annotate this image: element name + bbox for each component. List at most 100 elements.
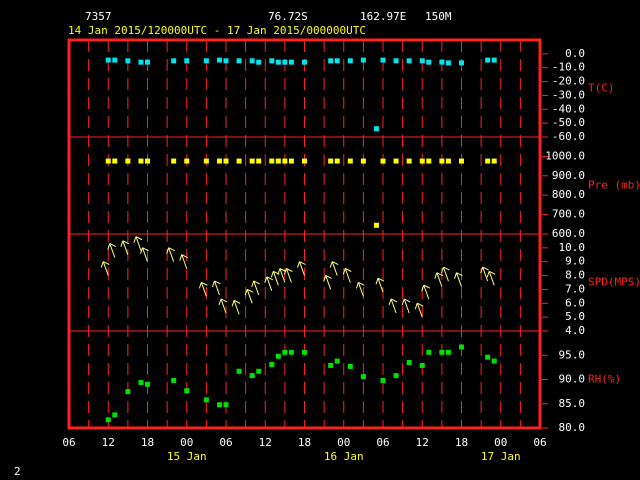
point xyxy=(406,158,412,164)
y-tick-label: 0.0 xyxy=(565,47,585,60)
x-tick-label: 18 xyxy=(298,436,311,449)
x-tick-label: 00 xyxy=(494,436,507,449)
point xyxy=(125,389,131,395)
point xyxy=(426,158,432,164)
period: 14 Jan 2015/120000UTC - 17 Jan 2015/0000… xyxy=(68,24,366,37)
y-tick-label: -50.0 xyxy=(552,116,585,129)
elevation: 150M xyxy=(425,10,452,23)
wind-arrow xyxy=(480,266,489,282)
point xyxy=(288,59,294,65)
wind-arrow xyxy=(375,277,385,293)
point xyxy=(445,158,451,164)
y-tick-label: 9.0 xyxy=(565,255,585,268)
x-tick-label: 12 xyxy=(259,436,272,449)
wind-arrow xyxy=(133,236,143,251)
wind-arrow xyxy=(355,281,365,297)
point xyxy=(138,158,144,164)
y-tick-label: 900.0 xyxy=(552,169,585,182)
point xyxy=(105,158,111,164)
date-label: 15 Jan xyxy=(167,450,207,463)
wind-arrow xyxy=(179,254,188,269)
point xyxy=(334,158,340,164)
point xyxy=(223,402,229,408)
point xyxy=(459,60,464,66)
wind-arrow xyxy=(329,261,339,276)
y-tick-label: 600.0 xyxy=(552,227,585,240)
y-tick-label: 7.0 xyxy=(565,282,585,295)
point xyxy=(145,158,150,164)
point xyxy=(236,58,242,64)
point xyxy=(419,362,425,368)
point xyxy=(328,58,334,64)
date-label: 16 Jan xyxy=(324,450,364,463)
x-tick-label: 06 xyxy=(376,436,389,449)
point xyxy=(249,58,255,64)
point xyxy=(302,158,307,164)
plot-frame xyxy=(67,38,542,430)
point xyxy=(249,373,255,379)
point xyxy=(302,59,307,65)
point xyxy=(216,57,222,63)
point xyxy=(393,58,399,64)
point xyxy=(269,158,275,164)
point xyxy=(125,58,131,64)
wind-arrow xyxy=(140,247,149,262)
point xyxy=(347,58,353,64)
series-label: Pre (mb) xyxy=(588,179,640,192)
point xyxy=(445,349,451,355)
point xyxy=(393,373,399,379)
y-tick-label: 8.0 xyxy=(565,269,585,282)
point xyxy=(256,158,262,164)
point xyxy=(439,349,445,355)
point xyxy=(216,402,222,408)
point xyxy=(459,344,464,350)
series-label: SPD(MPS) xyxy=(588,276,640,289)
point xyxy=(138,59,144,65)
y-tick-label: 5.0 xyxy=(565,310,585,323)
point xyxy=(491,358,497,364)
point xyxy=(216,158,222,164)
point xyxy=(393,158,399,164)
series-label: T(C) xyxy=(588,82,615,95)
wind-arrow xyxy=(264,276,274,291)
wind-arrow xyxy=(414,302,424,318)
wind-arrow xyxy=(421,284,431,300)
wind-arrow xyxy=(388,298,398,314)
latitude: 76.72S xyxy=(268,10,308,23)
station-id: 7357 xyxy=(85,10,112,23)
wind-arrow xyxy=(486,270,496,286)
wind-arrow xyxy=(231,299,241,315)
point xyxy=(373,126,379,132)
point xyxy=(288,158,294,164)
point xyxy=(171,158,177,164)
point xyxy=(184,388,190,394)
date-label: 17 Jan xyxy=(481,450,521,463)
y-tick-label: 1000.0 xyxy=(545,149,585,162)
point xyxy=(112,412,118,418)
point xyxy=(406,58,412,64)
point xyxy=(269,361,275,367)
point xyxy=(203,397,209,403)
y-tick-label: 6.0 xyxy=(565,296,585,309)
wind-arrow xyxy=(342,268,352,283)
wind-arrow xyxy=(211,280,221,296)
wind-arrow xyxy=(107,243,117,258)
x-tick-label: 12 xyxy=(102,436,115,449)
x-tick-label: 12 xyxy=(416,436,429,449)
wind-arrow xyxy=(440,266,450,282)
point xyxy=(275,158,281,164)
point xyxy=(282,349,288,355)
y-tick-label: 80.0 xyxy=(559,421,586,434)
point xyxy=(328,362,334,368)
point xyxy=(419,58,425,64)
point xyxy=(439,59,445,65)
point xyxy=(426,59,432,65)
x-tick-label: 00 xyxy=(337,436,350,449)
point xyxy=(485,57,491,63)
point xyxy=(445,60,451,66)
wind-arrow xyxy=(323,274,332,290)
wind-arrow xyxy=(244,288,254,304)
y-tick-label: 700.0 xyxy=(552,208,585,221)
point xyxy=(125,158,131,164)
